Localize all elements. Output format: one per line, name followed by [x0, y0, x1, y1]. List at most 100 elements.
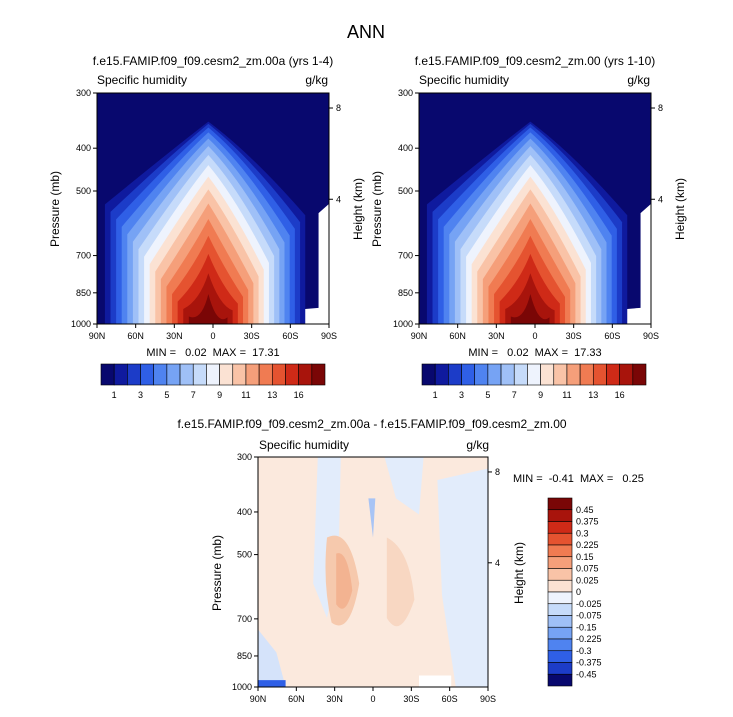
panel-3-title: f.e15.FAMIP.f09_f09.cesm2_zm.00a - f.e15… [177, 417, 566, 431]
panel-1-xtick-label: 60S [282, 331, 298, 341]
panel-3-colorbar-label: 0.025 [576, 575, 599, 585]
panel-3-height-tick-label: 8 [495, 467, 500, 477]
panel-1-ytick-label: 1000 [71, 319, 91, 329]
panel-2-variable: Specific humidity [419, 73, 509, 87]
panel-1-colorbar-box [258, 363, 273, 386]
panel-3-contour-level [336, 553, 353, 609]
panel-3-colorbar-box [547, 662, 573, 675]
panel-2-colorbar-box [448, 363, 462, 386]
panel-1-variable: Specific humidity [97, 73, 187, 87]
panel-1-xtick-label: 60N [127, 331, 144, 341]
panel-3-contour-level [437, 468, 488, 687]
panel-2: f.e15.FAMIP.f09_f09.cesm2_zm.00 (yrs 1-1… [370, 54, 687, 400]
panel-3-ytick-label: 400 [237, 507, 252, 517]
panel-2-xtick-label: 60S [604, 331, 620, 341]
panel-2-axes: 90N 60N 30N 0 30S 60S 90S 300 400 500 700 850 1000 8 4 [393, 88, 663, 341]
panel-2-colorbar-box [566, 363, 581, 386]
panel-2-ytick-label: 400 [398, 143, 413, 153]
panel-2-colorbar-box [487, 363, 502, 386]
panel-1-colorbar-box [192, 363, 207, 386]
panel-1-colorbar-label: 7 [191, 390, 196, 400]
panel-1-xtick-label: 30S [244, 331, 260, 341]
panel-1-ytick-label: 500 [76, 186, 91, 196]
panel-1-colorbar-box [179, 363, 194, 386]
panel-1-height-tick-label: 4 [336, 194, 341, 204]
panel-1-stats: MIN = 0.02 MAX = 17.31 [146, 347, 279, 359]
panel-1-colorbar-box [100, 363, 115, 386]
panel-1-missing-region [291, 203, 329, 324]
panel-3-stats: MIN = -0.41 MAX = 0.25 [513, 473, 644, 485]
panel-1-colorbar-label: 1 [112, 390, 117, 400]
panel-1-colorbar-label: 5 [164, 390, 169, 400]
panel-1-contour-level [188, 294, 228, 324]
panel-2-colorbar: 1 3 5 7 9 11 13 16 [421, 363, 647, 400]
panel-1-colorbar-label: 13 [267, 390, 277, 400]
panel-3-xtick-label: 60N [288, 694, 305, 704]
panel-3-ytick-label: 300 [237, 452, 252, 462]
panel-3-field [258, 457, 488, 687]
panel-3-colorbar-box [547, 509, 573, 522]
panel-3-xtick-label: 90N [250, 694, 267, 704]
panel-3-height-tick-label: 4 [495, 558, 500, 568]
panel-2-colorbar-box [513, 363, 528, 386]
panel-1-colorbar-box [298, 363, 313, 386]
panel-1-colorbar-box [285, 363, 299, 386]
panel-1-colorbar-box [311, 363, 326, 386]
panel-3-colorbar-label: -0.375 [576, 658, 602, 668]
panel-3-colorbar-label: -0.3 [576, 646, 592, 656]
panel-3-colorbar-box [547, 603, 573, 616]
panel-3-colorbar-label: 0 [576, 587, 581, 597]
panel-3-ytick-label: 500 [237, 550, 252, 560]
panel-2-colorbar-box [579, 363, 594, 386]
panel-2-xtick-label: 60N [449, 331, 466, 341]
panel-3-axes: 90N 60N 30N 0 30S 60S 90S 300 400 500 700 850 1000 8 4 [232, 452, 500, 704]
panel-1-colorbar-box [166, 363, 181, 386]
panel-3-colorbar-box [547, 638, 573, 652]
panel-1-xtick-label: 90S [321, 331, 337, 341]
panel-3-colorbar-box [547, 497, 573, 511]
panel-2-ytick-label: 1000 [393, 319, 413, 329]
panel-1-colorbar-box [219, 363, 234, 386]
panel-2-ytick-label: 700 [398, 251, 413, 261]
panel-3-xtick-label: 60S [442, 694, 458, 704]
panel-2-colorbar-box [474, 363, 489, 386]
panel-3-units: g/kg [466, 438, 489, 452]
panel-3-colorbar-label: -0.025 [576, 599, 602, 609]
panel-2-colorbar-box [500, 363, 515, 386]
panel-2-units: g/kg [627, 73, 650, 87]
panel-2-colorbar-box [434, 363, 449, 386]
panel-3-xtick-label: 30S [403, 694, 419, 704]
panel-1: f.e15.FAMIP.f09_f09.cesm2_zm.00a (yrs 1-… [48, 54, 365, 400]
panel-3-contour-level [368, 498, 376, 538]
panel-2-ytick-label: 850 [398, 288, 413, 298]
panel-2-xtick-label: 30N [488, 331, 505, 341]
panel-3-contour-level [258, 629, 286, 687]
panel-2-missing-region [613, 203, 651, 324]
panel-3-colorbar-box [547, 579, 573, 593]
panel-2-colorbar-box [540, 363, 555, 386]
panel-1-colorbar-label: 3 [138, 390, 143, 400]
panel-2-colorbar-label: 9 [538, 390, 543, 400]
panel-3-xtick-label: 30N [326, 694, 343, 704]
panel-1-colorbar-label: 16 [294, 390, 304, 400]
panel-2-colorbar-box [527, 363, 541, 386]
panel-2-colorbar-label: 5 [485, 390, 490, 400]
panel-2-xtick-label: 30S [566, 331, 582, 341]
panel-1-colorbar-box [113, 363, 128, 386]
panel-3-colorbar-label: 0.075 [576, 564, 599, 574]
panel-2-colorbar-label: 7 [512, 390, 517, 400]
panel-2-xtick-label: 0 [532, 331, 537, 341]
panel-3-ytick-label: 850 [237, 651, 252, 661]
panel-3-colorbar-label: -0.45 [576, 669, 597, 679]
panel-1-height-tick-label: 8 [336, 103, 341, 113]
panel-2-colorbar-label: 3 [459, 390, 464, 400]
panel-1-colorbar-label: 9 [217, 390, 222, 400]
panel-3-ytick-label: 1000 [232, 682, 252, 692]
panel-3: f.e15.FAMIP.f09_f09.cesm2_zm.00a - f.e15… [177, 417, 643, 704]
panel-1-axes: 90N 60N 30N 0 30S 60S 90S 300 400 500 700 850 1000 8 4 [71, 88, 341, 341]
panel-3-colorbar-label: -0.15 [576, 622, 597, 632]
panel-3-colorbar-label: 0.45 [576, 505, 594, 515]
panel-2-colorbar-box [632, 363, 647, 386]
panel-1-ylabel-right: Height (km) [351, 178, 365, 240]
